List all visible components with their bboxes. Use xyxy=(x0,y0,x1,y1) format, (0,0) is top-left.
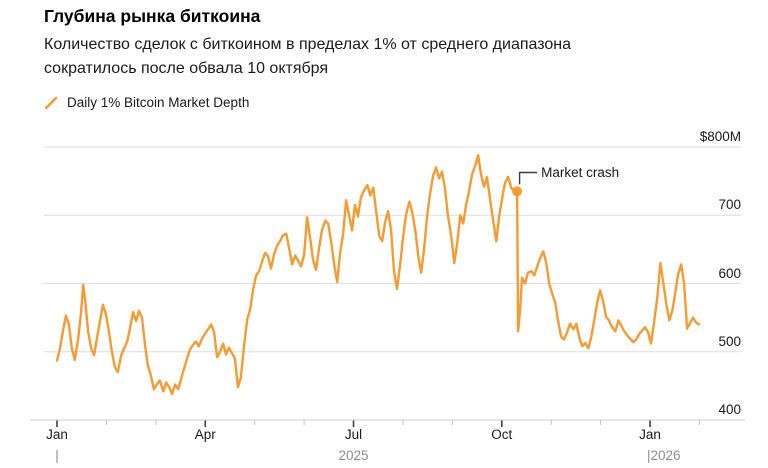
x-axis-label: Apr xyxy=(194,427,216,442)
year-label: |2026 xyxy=(647,448,681,463)
y-axis-label: 600 xyxy=(718,265,741,281)
legend-line-icon xyxy=(44,96,58,109)
y-axis-label: 400 xyxy=(718,402,741,417)
year-label: 2025 xyxy=(338,448,369,463)
annotation-label: Market crash xyxy=(541,165,620,180)
chart-subtitle-line-1: Количество сделок с биткоином в пределах… xyxy=(44,36,572,53)
x-axis-label: Jan xyxy=(46,427,68,442)
x-axis-label: Jan xyxy=(639,427,661,442)
chart-subtitle: Количество сделок с биткоином в пределах… xyxy=(44,33,571,81)
y-axis-label: 500 xyxy=(718,333,741,349)
legend: Daily 1% Bitcoin Market Depth xyxy=(44,95,249,110)
annotation-connector xyxy=(518,171,538,185)
legend-label: Daily 1% Bitcoin Market Depth xyxy=(67,95,250,110)
depth-line-series xyxy=(55,153,701,396)
year-label: | xyxy=(55,448,59,463)
x-axis-label: Jul xyxy=(344,427,363,442)
x-axis-label: Oct xyxy=(491,427,513,442)
y-axis-label: 700 xyxy=(718,197,741,213)
chart-title: Глубина рынка биткоина xyxy=(44,6,261,26)
y-axis-label: $800M xyxy=(699,129,741,144)
crash-point-marker xyxy=(512,186,523,197)
chart-subtitle-line-2: сократилось после обвала 10 октября xyxy=(44,60,329,77)
